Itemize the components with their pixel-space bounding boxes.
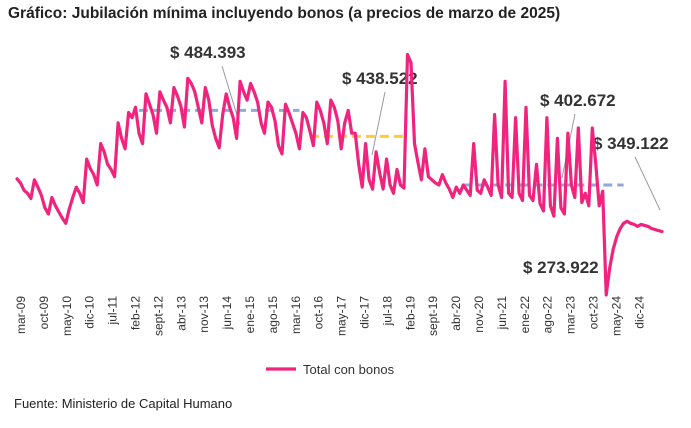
annotation-leader-line [634, 156, 661, 211]
annotation-label: $ 402.672 [540, 91, 616, 110]
x-tick-label: ago-15 [266, 296, 280, 334]
x-tick-label: may-24 [609, 296, 623, 336]
x-tick-label: abr-13 [174, 296, 188, 331]
annotation-leader-line [371, 91, 386, 156]
x-tick-label: nov-13 [197, 296, 211, 333]
x-tick-label: ago-22 [541, 296, 555, 334]
annotation-label: $ 273.922 [523, 258, 599, 277]
source-note: Fuente: Ministerio de Capital Humano [14, 396, 233, 411]
legend: Total con bonos [266, 362, 395, 377]
x-tick-label: nov-20 [472, 296, 486, 333]
annotation-label: $ 349.122 [593, 134, 669, 153]
x-tick-label: mar-09 [14, 296, 28, 334]
x-tick-label: jun-14 [220, 296, 234, 331]
x-tick-label: ene-15 [243, 296, 257, 334]
x-tick-label: jul-18 [380, 296, 394, 327]
chart-title: Gráfico: Jubilación mínima incluyendo bo… [8, 5, 561, 22]
x-tick-label: mar-16 [289, 296, 303, 334]
annotation-callouts: $ 484.393 $ 438.522 $ 402.672 $ 349.122 $ 27… [170, 43, 669, 277]
x-tick-label: feb-19 [403, 296, 417, 330]
x-tick-label: jun-21 [495, 296, 509, 331]
series-line-total-con-bonos [15, 52, 664, 297]
x-tick-label: ene-22 [518, 296, 532, 334]
x-tick-label: may-17 [335, 296, 349, 336]
x-axis-tick-labels: mar-09 oct-09 may-10 dic-10 jul-11 feb-12 sept… [14, 296, 646, 336]
x-tick-label: dic-24 [632, 296, 646, 329]
x-tick-label: dic-17 [358, 296, 372, 329]
x-tick-label: may-10 [60, 296, 74, 336]
x-tick-label: oct-23 [587, 296, 601, 330]
x-tick-label: feb-12 [129, 296, 143, 330]
x-tick-label: abr-20 [449, 296, 463, 331]
annotation-label: $ 484.393 [170, 43, 246, 62]
x-tick-label: dic-10 [83, 296, 97, 329]
x-tick-label: oct-16 [312, 296, 326, 330]
legend-label: Total con bonos [303, 362, 395, 377]
x-tick-label: oct-09 [37, 296, 51, 330]
x-tick-label: sept-19 [426, 296, 440, 336]
x-tick-label: sept-12 [151, 296, 165, 336]
annotation-label: $ 438.522 [342, 69, 418, 88]
x-tick-label: mar-23 [564, 296, 578, 334]
x-tick-label: jul-11 [106, 296, 120, 326]
